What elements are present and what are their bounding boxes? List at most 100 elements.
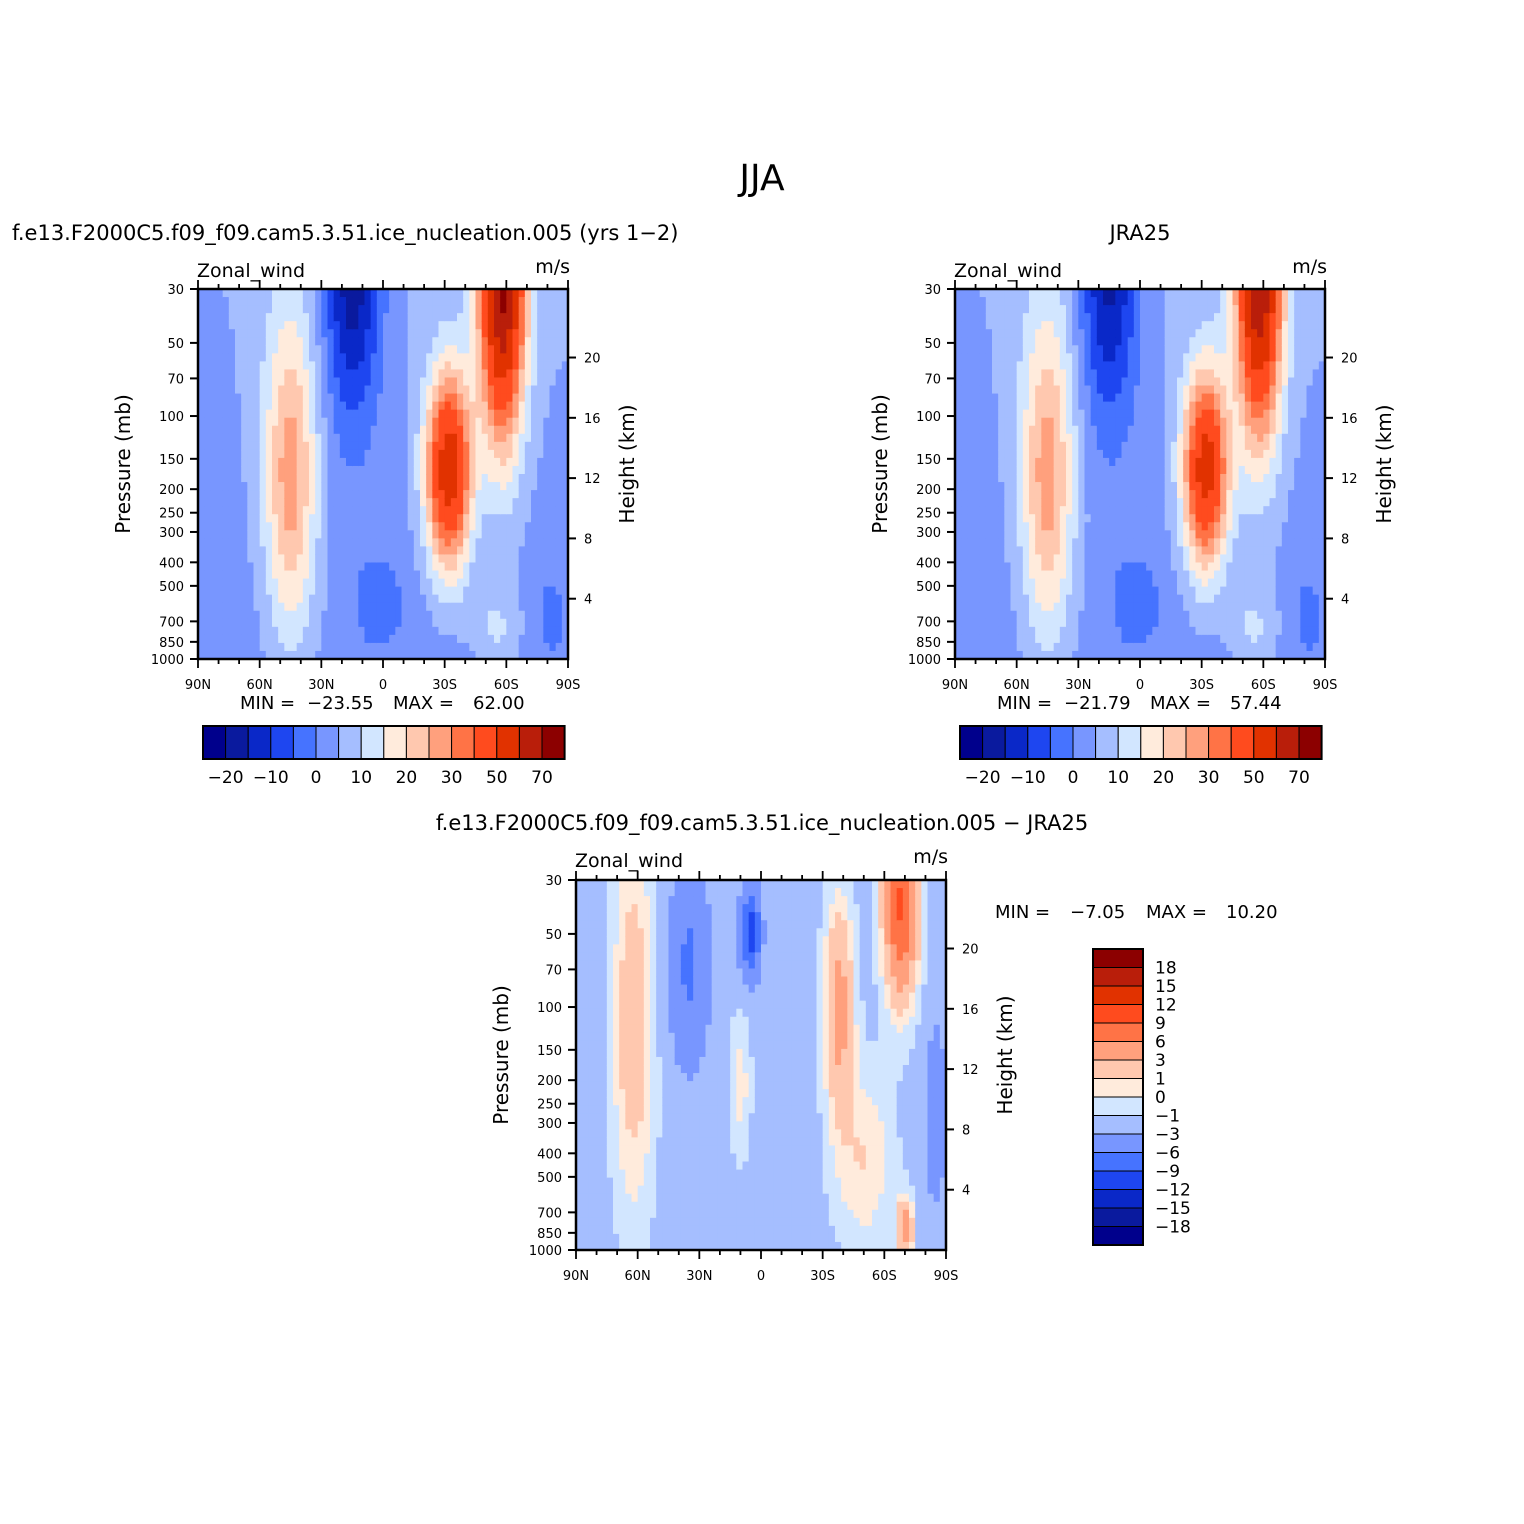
model-cell xyxy=(481,578,489,588)
model-cell xyxy=(235,457,242,467)
model-cell xyxy=(413,297,421,306)
obs-cell xyxy=(1164,530,1172,539)
obs-cell xyxy=(1207,297,1215,306)
obs-cell xyxy=(1047,522,1055,531)
model-cell xyxy=(432,578,440,588)
model-cell xyxy=(512,337,520,346)
obs-cell xyxy=(1226,626,1234,636)
obs-cell xyxy=(1066,361,1073,371)
model-cell xyxy=(457,345,464,354)
model-cell xyxy=(376,514,384,523)
model-cell xyxy=(315,522,322,531)
model-cell xyxy=(487,570,495,580)
model-cell xyxy=(413,506,421,515)
obs-cell xyxy=(1010,506,1018,515)
obs-cell xyxy=(1207,321,1215,330)
obs-cell xyxy=(1232,578,1240,588)
model-cell xyxy=(315,289,322,298)
model-cell xyxy=(389,650,396,660)
model-cell xyxy=(457,425,464,435)
model-cell xyxy=(265,554,273,564)
model-cell xyxy=(450,634,458,644)
model-cell xyxy=(315,449,322,459)
obs-cell xyxy=(985,618,993,628)
obs-cell xyxy=(1164,425,1172,435)
model-cell xyxy=(463,289,470,298)
obs-cell xyxy=(1195,393,1203,403)
model-cell xyxy=(210,570,218,580)
model-cell xyxy=(401,361,409,371)
model-cell xyxy=(272,401,279,411)
model-cell xyxy=(457,474,464,483)
obs-cell xyxy=(1189,594,1197,604)
obs-cell xyxy=(1035,642,1042,652)
obs-cell xyxy=(1072,514,1079,523)
model-cell xyxy=(543,369,551,379)
obs-cell xyxy=(1053,530,1061,539)
obs-cell xyxy=(1152,570,1160,580)
model-cell xyxy=(463,602,470,612)
obs-cell xyxy=(1220,297,1227,306)
obs-cell xyxy=(998,449,1005,459)
obs-cell xyxy=(1158,546,1166,556)
model-cell xyxy=(321,345,329,354)
obs-cell xyxy=(1232,465,1240,475)
model-cell xyxy=(457,554,464,564)
obs-cell xyxy=(1226,570,1234,580)
model-cell xyxy=(352,538,359,547)
obs-cell xyxy=(1103,305,1110,314)
model-cell xyxy=(500,345,507,354)
obs-cell xyxy=(973,482,981,491)
model-cell xyxy=(302,618,310,628)
model-cell xyxy=(358,482,366,491)
model-cell xyxy=(216,289,224,298)
model-cell xyxy=(327,610,335,620)
model-cell xyxy=(265,490,273,499)
obs-cell xyxy=(1232,610,1240,620)
model-cell xyxy=(216,642,224,652)
obs-cell xyxy=(1047,313,1055,322)
model-cell xyxy=(327,626,335,636)
model-pressure-tick-label: 250 xyxy=(159,507,184,522)
model-cell xyxy=(413,465,421,475)
model-cell xyxy=(259,586,267,596)
obs-cell xyxy=(955,337,962,346)
model-cell xyxy=(315,514,322,523)
model-cell xyxy=(518,353,526,362)
model-cell xyxy=(309,289,316,298)
obs-cell xyxy=(1140,457,1147,467)
model-cell xyxy=(228,465,236,475)
model-cell xyxy=(296,425,304,435)
obs-cell xyxy=(1078,650,1086,660)
obs-cell xyxy=(973,498,981,507)
obs-cell xyxy=(1195,441,1203,451)
obs-cell xyxy=(1214,297,1221,306)
obs-cell xyxy=(1220,474,1227,483)
obs-cell xyxy=(1053,602,1061,612)
model-cell xyxy=(469,377,477,387)
model-cell xyxy=(198,530,205,539)
obs-cell xyxy=(1035,369,1042,379)
model-cell xyxy=(241,369,248,379)
obs-cell xyxy=(1035,634,1042,644)
obs-cell xyxy=(1047,618,1055,628)
model-cell xyxy=(494,425,501,435)
model-cell xyxy=(506,618,514,628)
model-cell xyxy=(438,297,446,306)
obs-cell xyxy=(1140,329,1147,338)
model-cell xyxy=(450,554,458,564)
obs-cell xyxy=(1158,506,1166,515)
model-cell xyxy=(450,594,458,604)
model-cell xyxy=(370,329,378,338)
model-cell xyxy=(346,482,353,491)
model-cell xyxy=(383,425,390,435)
model-cell xyxy=(487,626,495,636)
model-cell xyxy=(555,441,563,451)
obs-cell xyxy=(1029,570,1036,580)
model-cell xyxy=(561,506,569,515)
obs-cell xyxy=(1035,417,1042,427)
model-cell xyxy=(432,353,440,362)
obs-cell xyxy=(1010,449,1018,459)
obs-cell xyxy=(1152,554,1160,564)
model-cell xyxy=(500,498,507,507)
